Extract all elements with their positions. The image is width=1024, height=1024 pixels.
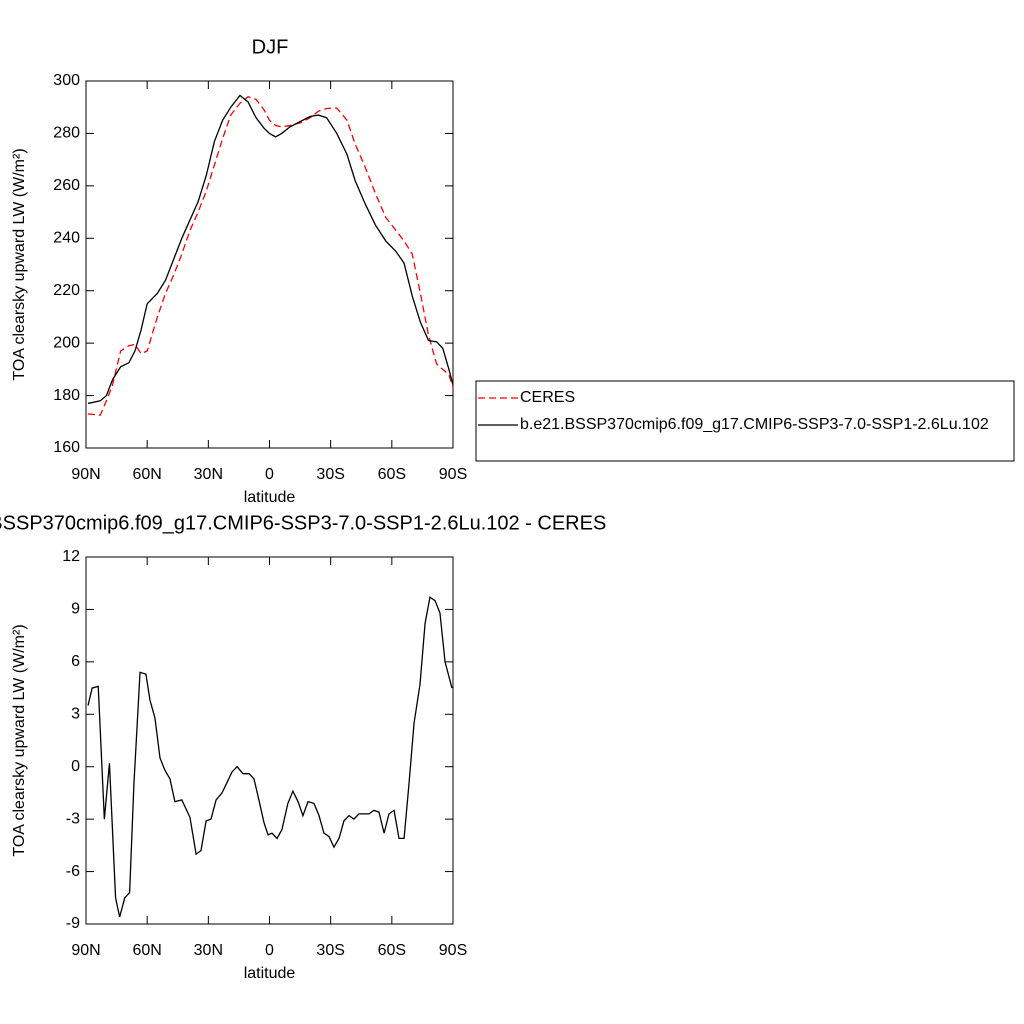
- y-tick-label: 200: [53, 334, 80, 351]
- y-tick-label: -6: [66, 863, 80, 880]
- plot-frame: [85, 556, 454, 925]
- y-tick-label: 9: [71, 601, 80, 618]
- data-line: [87, 596, 453, 918]
- x-tick-label: 30N: [194, 942, 223, 959]
- x-tick-label: 60S: [378, 942, 406, 959]
- y-tick-label: 12: [62, 548, 80, 565]
- x-tick-label: 60N: [132, 942, 161, 959]
- y-tick-label: 300: [53, 72, 80, 89]
- y-tick-label: 280: [53, 125, 80, 142]
- y-tick-label: 160: [53, 439, 80, 456]
- y-tick-label: 220: [53, 282, 80, 299]
- y-tick-label: 3: [71, 706, 80, 723]
- y-axis-label: TOA clearsky upward LW (W/m²): [11, 624, 28, 856]
- y-tick-label: 240: [53, 230, 80, 247]
- x-tick-label: 60S: [378, 466, 406, 483]
- x-tick-label: 0: [265, 466, 274, 483]
- x-axis-label: latitude: [244, 965, 296, 982]
- data-line: [87, 96, 454, 416]
- plot-frame: [85, 80, 454, 449]
- chart-title: b.e21.BSSP370cmip6.f09_g17.CMIP6-SSP3-7.…: [0, 512, 606, 534]
- y-tick-label: -9: [66, 915, 80, 932]
- x-axis-label: latitude: [244, 489, 296, 506]
- y-axis-label: TOA clearsky upward LW (W/m²): [11, 148, 28, 380]
- legend-box: [475, 380, 1015, 462]
- x-tick-label: 0: [265, 942, 274, 959]
- legend-label: CERES: [520, 389, 575, 406]
- y-tick-label: 180: [53, 387, 80, 404]
- y-tick-label: 260: [53, 177, 80, 194]
- x-tick-label: 90N: [71, 466, 100, 483]
- x-tick-label: 90N: [71, 942, 100, 959]
- x-tick-label: 60N: [132, 466, 161, 483]
- y-tick-label: 0: [71, 758, 80, 775]
- y-tick-label: -3: [66, 810, 80, 827]
- y-tick-label: 6: [71, 653, 80, 670]
- x-tick-label: 30S: [316, 466, 344, 483]
- x-tick-label: 90S: [439, 942, 467, 959]
- x-tick-label: 30S: [316, 942, 344, 959]
- x-tick-label: 90S: [439, 466, 467, 483]
- legend-label: b.e21.BSSP370cmip6.f09_g17.CMIP6-SSP3-7.…: [520, 416, 989, 433]
- data-line: [87, 94, 454, 405]
- chart-title: DJF: [252, 36, 289, 58]
- x-tick-label: 30N: [194, 466, 223, 483]
